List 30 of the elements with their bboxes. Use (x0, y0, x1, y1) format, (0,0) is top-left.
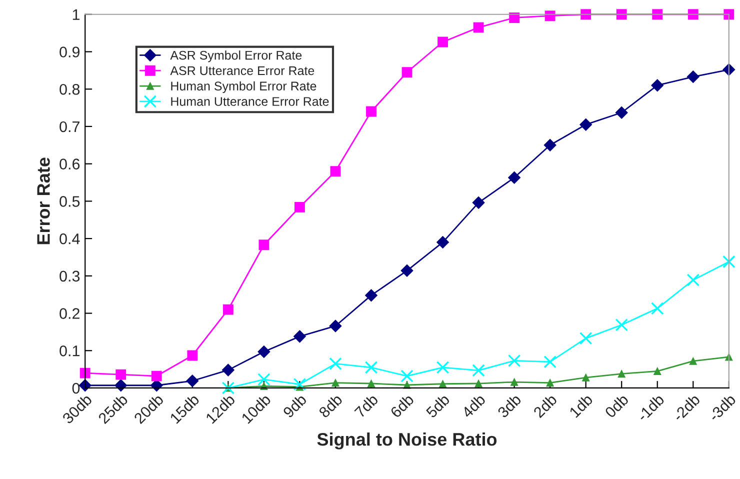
y-tick-label: 0.4 (60, 233, 80, 244)
x-tick-label: 0db (604, 393, 630, 418)
x-tick-label: 6db (390, 393, 414, 418)
x-tick-label: 4db (460, 393, 486, 419)
y-tick-label: 0.2 (60, 308, 80, 319)
y-tick-label: 0 (72, 382, 80, 394)
y-tick-label: 0.9 (60, 46, 80, 58)
y-axis-title: Error Rate (37, 158, 50, 244)
x-axis-title: Signal to Noise Ratio (317, 432, 497, 450)
legend-label: ASR Utterance Error Rate (170, 66, 314, 76)
x-tick-label: -2db (672, 393, 701, 422)
y-tick-label: 0.7 (60, 121, 80, 132)
y-tick-label: 0.1 (60, 345, 80, 356)
x-tick-label: -1db (636, 393, 665, 422)
y-tick-label: 0.8 (60, 84, 80, 95)
legend-label: ASR Symbol Error Rate (170, 50, 302, 62)
y-tick-label: 0.5 (60, 196, 80, 207)
legend-label: Human Utterance Error Rate (171, 97, 329, 106)
x-tick-label: 2db (532, 393, 558, 418)
legend-label: Human Symbol Error Rate (171, 81, 316, 93)
x-tick-label: 9db (282, 393, 308, 418)
x-tick-label: 7db (354, 393, 379, 418)
y-tick-label: 1 (72, 9, 80, 20)
y-tick-label: 0.3 (60, 270, 80, 282)
x-tick-label: 3db (496, 393, 522, 418)
x-tick-label: 8db (318, 393, 343, 418)
y-tick-label: 0.6 (60, 158, 80, 170)
x-tick-label: 5db (425, 393, 450, 418)
x-tick-label: 1db (568, 393, 594, 418)
x-tick-label: -3db (708, 393, 736, 422)
